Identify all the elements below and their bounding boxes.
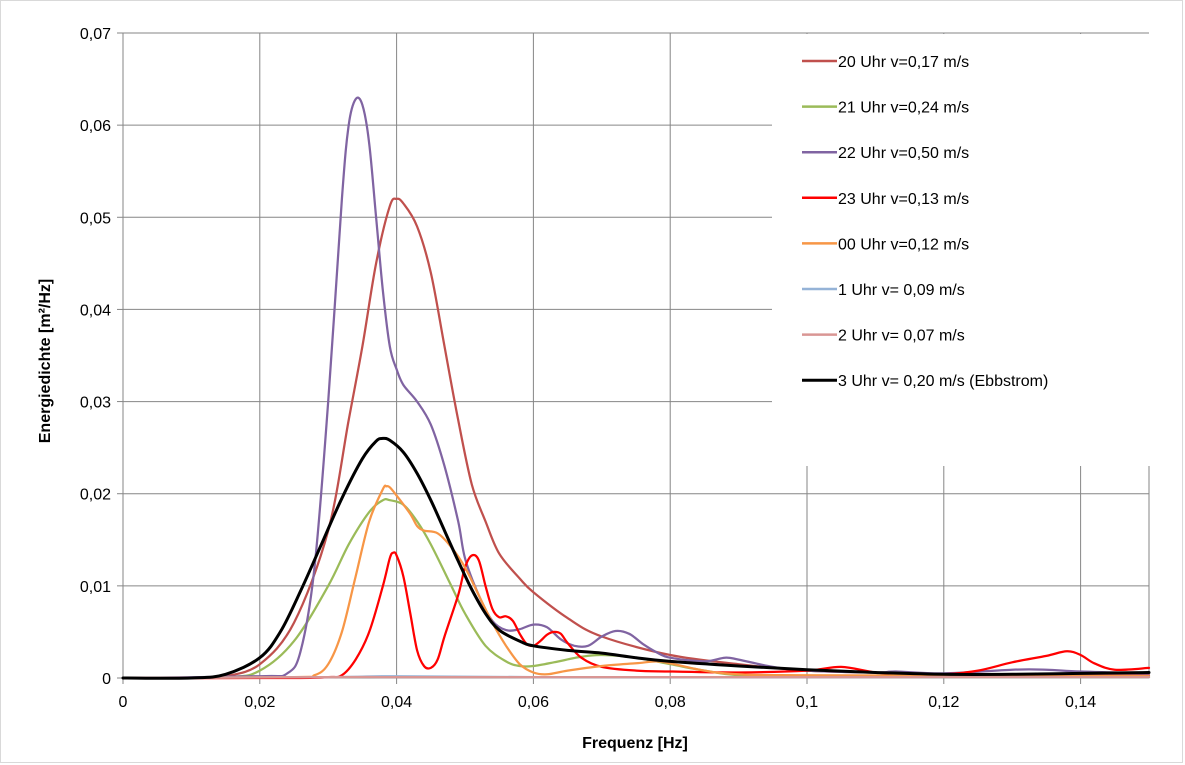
legend-label-0: 20 Uhr v=0,17 m/s (838, 54, 969, 71)
series-line-1 (121, 497, 1151, 680)
legend-label-5: 1 Uhr v= 0,09 m/s (838, 282, 965, 299)
x-tick-label-2: 0,04 (381, 694, 412, 711)
y-tick-label-7: 0,07 (80, 26, 111, 43)
legend-label-2: 22 Uhr v=0,50 m/s (838, 145, 969, 162)
legend-label-4: 00 Uhr v=0,12 m/s (838, 236, 969, 253)
series-line-4 (121, 484, 1151, 680)
series-line-7 (121, 436, 1151, 680)
x-tick-label-4: 0,08 (655, 694, 686, 711)
y-tick-label-1: 0,01 (80, 579, 111, 596)
y-tick-label-4: 0,04 (80, 302, 111, 319)
tick-labels: 0 0,01 0,02 0,03 0,04 0,05 0,06 0,07 0 0,02 0,04 0,… (80, 26, 1096, 711)
legend: 20 Uhr v=0,17 m/s 21 Uhr v=0,24 m/s 22 Uhr… (772, 34, 1149, 466)
x-tick-label-6: 0,12 (928, 694, 959, 711)
x-tick-label-3: 0,06 (518, 694, 549, 711)
series-line-6 (121, 675, 1151, 680)
legend-label-6: 2 Uhr v= 0,07 m/s (838, 328, 965, 345)
x-tick-label-5: 0,1 (796, 694, 818, 711)
y-tick-label-0: 0 (102, 671, 111, 688)
series-lines (121, 96, 1151, 680)
x-tick-label-1: 0,02 (244, 694, 275, 711)
y-tick-label-3: 0,03 (80, 395, 111, 412)
x-axis-title: Frequenz [Hz] (582, 735, 688, 752)
legend-label-7: 3 Uhr v= 0,20 m/s (Ebbstrom) (838, 373, 1048, 390)
y-tick-label-5: 0,05 (80, 210, 111, 227)
y-axis-title: Energiedichte [m²/Hz] (37, 279, 54, 443)
x-tick-label-7: 0,14 (1065, 694, 1096, 711)
x-tick-label-0: 0 (119, 694, 128, 711)
y-tick-label-2: 0,02 (80, 487, 111, 504)
legend-label-3: 23 Uhr v=0,13 m/s (838, 191, 969, 208)
y-tick-label-6: 0,06 (80, 118, 111, 135)
legend-label-1: 21 Uhr v=0,24 m/s (838, 100, 969, 117)
